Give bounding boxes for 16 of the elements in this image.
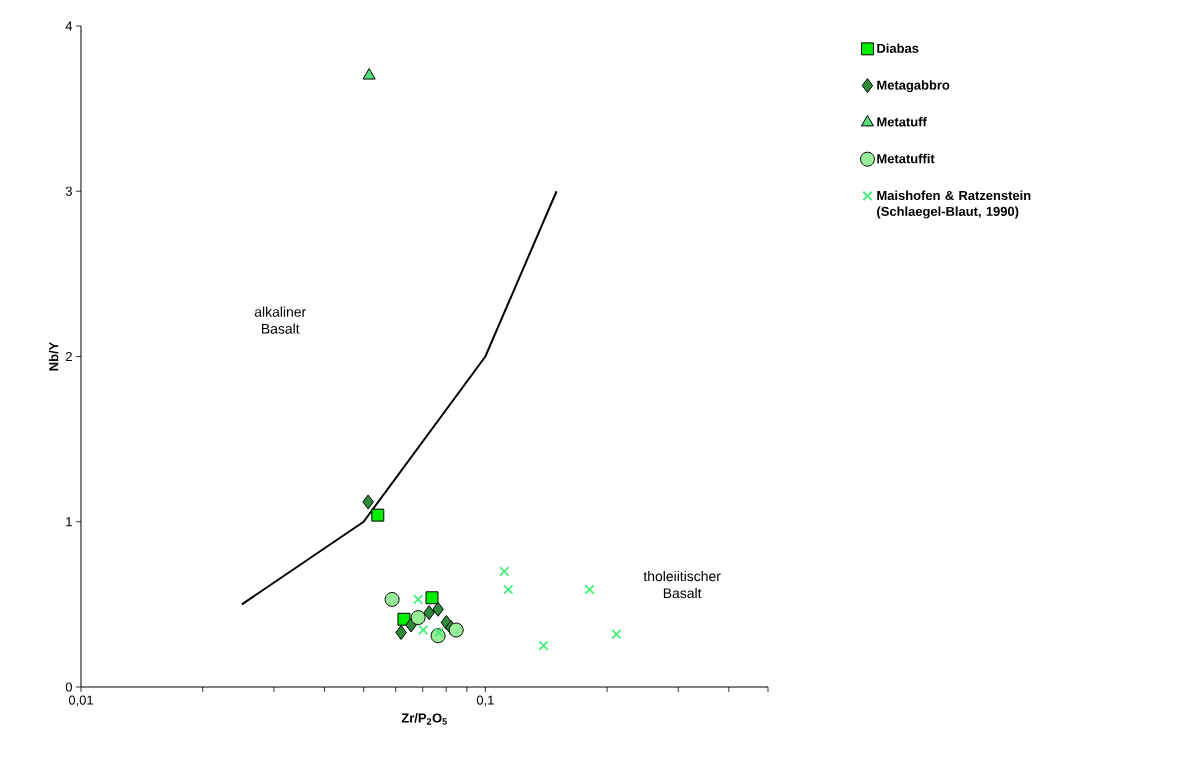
y-tick-label: 3 bbox=[65, 186, 72, 196]
legend-label: Metagabbro bbox=[877, 80, 950, 93]
x-tick-label: 0,01 bbox=[68, 695, 93, 707]
y-tick-label: 1 bbox=[66, 517, 72, 527]
legend-label: Diabas bbox=[877, 43, 919, 53]
annotation: tholeiitischer Basalt bbox=[643, 570, 721, 599]
y-tick-label: 0 bbox=[65, 682, 72, 692]
x-axis-title: Zr/P$_{2}$O$_{5}$ bbox=[401, 713, 447, 725]
annotation: alkaliner Basalt bbox=[254, 306, 306, 334]
y-tick-label: 2 bbox=[65, 351, 72, 362]
y-axis-title: Nb/Y bbox=[48, 341, 59, 371]
legend-label: Maishofen & Ratzenstein (Schlaegel-Blaut, 1990) bbox=[877, 190, 1031, 219]
x-tick-label: 0,1 bbox=[476, 695, 494, 707]
legend-label: Metatuffit bbox=[877, 153, 935, 164]
legend-label: Metatuff bbox=[877, 116, 927, 127]
y-tick-label: 4 bbox=[65, 21, 73, 31]
